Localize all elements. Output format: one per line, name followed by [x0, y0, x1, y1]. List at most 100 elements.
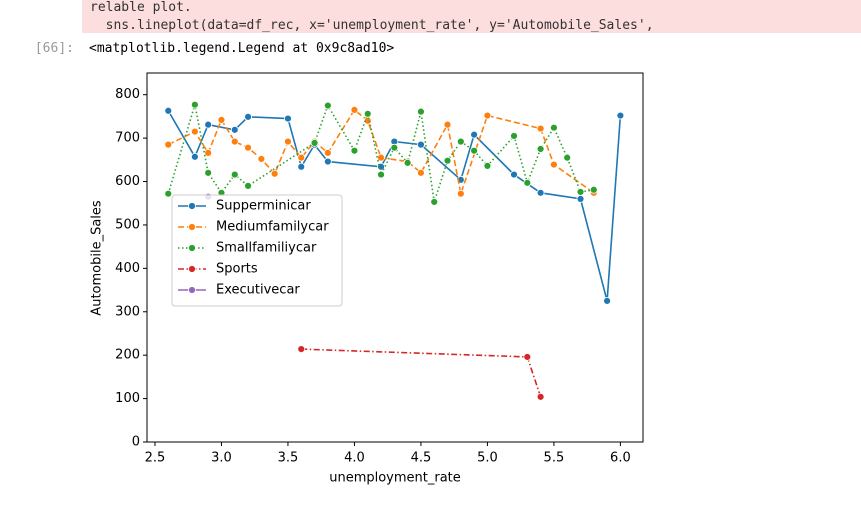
legend-box	[171, 194, 343, 307]
output-prompt: [66]:	[35, 41, 74, 56]
data-point	[297, 162, 306, 171]
data-point	[576, 194, 585, 203]
data-point	[510, 170, 518, 179]
x-tick-label: 5.5	[544, 451, 565, 466]
data-point	[244, 143, 252, 152]
y-tick-label: 0	[132, 435, 140, 450]
legend-marker	[188, 286, 196, 294]
data-point	[576, 188, 585, 196]
data-point	[190, 127, 199, 136]
data-point	[417, 107, 425, 116]
data-point	[430, 198, 439, 206]
data-point	[310, 138, 319, 147]
data-point	[589, 185, 598, 194]
y-tick-label: 200	[115, 348, 140, 363]
data-point	[456, 189, 465, 198]
data-point	[244, 112, 252, 121]
y-tick-label: 700	[115, 131, 140, 146]
data-point	[350, 146, 359, 155]
data-point	[323, 101, 332, 110]
data-point	[443, 120, 452, 129]
legend-marker	[188, 265, 196, 273]
legend-label: Supperminicar	[216, 199, 311, 214]
data-point	[603, 297, 611, 305]
data-point	[536, 124, 545, 133]
y-tick-label: 800	[115, 87, 140, 102]
data-point	[417, 168, 425, 177]
x-tick-label: 4.5	[411, 451, 432, 466]
data-point	[523, 353, 532, 361]
data-point	[270, 169, 279, 178]
plot-frame	[146, 72, 644, 443]
data-point	[204, 120, 213, 129]
data-point	[204, 148, 213, 157]
y-tick-label: 400	[115, 261, 140, 276]
data-point	[403, 158, 412, 167]
data-point	[230, 125, 239, 134]
series-line	[301, 348, 542, 398]
data-point	[550, 160, 558, 169]
output-text: <matplotlib.legend.Legend at 0x9c8ad10>	[89, 41, 394, 56]
data-point	[284, 114, 292, 123]
data-point	[536, 188, 545, 197]
data-point	[536, 392, 545, 401]
legend: Supperminicar Mediumfamilycar Smallfamiliy…	[171, 194, 343, 307]
data-point	[204, 168, 213, 177]
data-point	[483, 162, 492, 170]
series-line	[167, 103, 594, 203]
legend-label: Smallfamiliycar	[216, 241, 317, 256]
y-tick-label: 500	[115, 217, 140, 232]
data-point	[377, 153, 385, 162]
data-point	[284, 137, 292, 146]
x-axis-label: unemployment_rate	[329, 471, 461, 486]
data-point	[164, 140, 173, 149]
warning-line: relable plot.	[90, 0, 192, 15]
legend-marker	[188, 244, 196, 252]
legend-label: Mediumfamilycar	[216, 220, 329, 235]
x-tick-label: 3.0	[211, 451, 232, 466]
x-tick-label: 4.0	[344, 451, 365, 466]
data-point	[244, 181, 252, 190]
data-point	[217, 115, 226, 124]
y-tick-label: 100	[115, 391, 140, 406]
warning-line: sns.lineplot(data=df_rec, x='unemploymen…	[90, 18, 654, 33]
y-axis-label: Automobile_Sales	[90, 200, 105, 316]
data-point	[563, 153, 572, 162]
data-point	[190, 100, 199, 109]
data-point	[377, 170, 385, 179]
legend-marker	[188, 202, 196, 210]
data-point	[323, 148, 332, 157]
x-tick-label: 6.0	[610, 451, 631, 466]
data-point	[297, 153, 306, 162]
data-point	[470, 146, 479, 155]
y-tick-label: 600	[115, 174, 140, 189]
data-point	[230, 170, 239, 179]
data-point	[323, 157, 332, 166]
x-tick-label: 2.5	[145, 451, 166, 466]
legend-label: Sports	[216, 262, 258, 277]
data-point	[443, 156, 452, 165]
data-point	[190, 152, 199, 161]
data-point	[350, 106, 359, 114]
x-tick-label: 5.0	[477, 451, 498, 466]
data-point	[297, 345, 306, 353]
data-point	[164, 106, 173, 115]
data-point	[363, 109, 372, 118]
data-point	[470, 130, 479, 139]
y-tick-label: 300	[115, 304, 140, 319]
legend-marker	[188, 223, 196, 231]
data-point	[417, 140, 425, 149]
data-point	[550, 123, 558, 132]
data-point	[510, 132, 518, 140]
data-point	[536, 145, 545, 153]
data-point	[616, 111, 625, 120]
chart: unemployment_rate Automobile_Sales 0 100 2…	[90, 72, 644, 486]
data-point	[523, 178, 532, 187]
data-point	[257, 155, 266, 163]
legend-label: Executivecar	[216, 283, 300, 298]
data-point	[164, 189, 173, 198]
data-point	[390, 143, 399, 152]
data-point	[483, 111, 492, 120]
